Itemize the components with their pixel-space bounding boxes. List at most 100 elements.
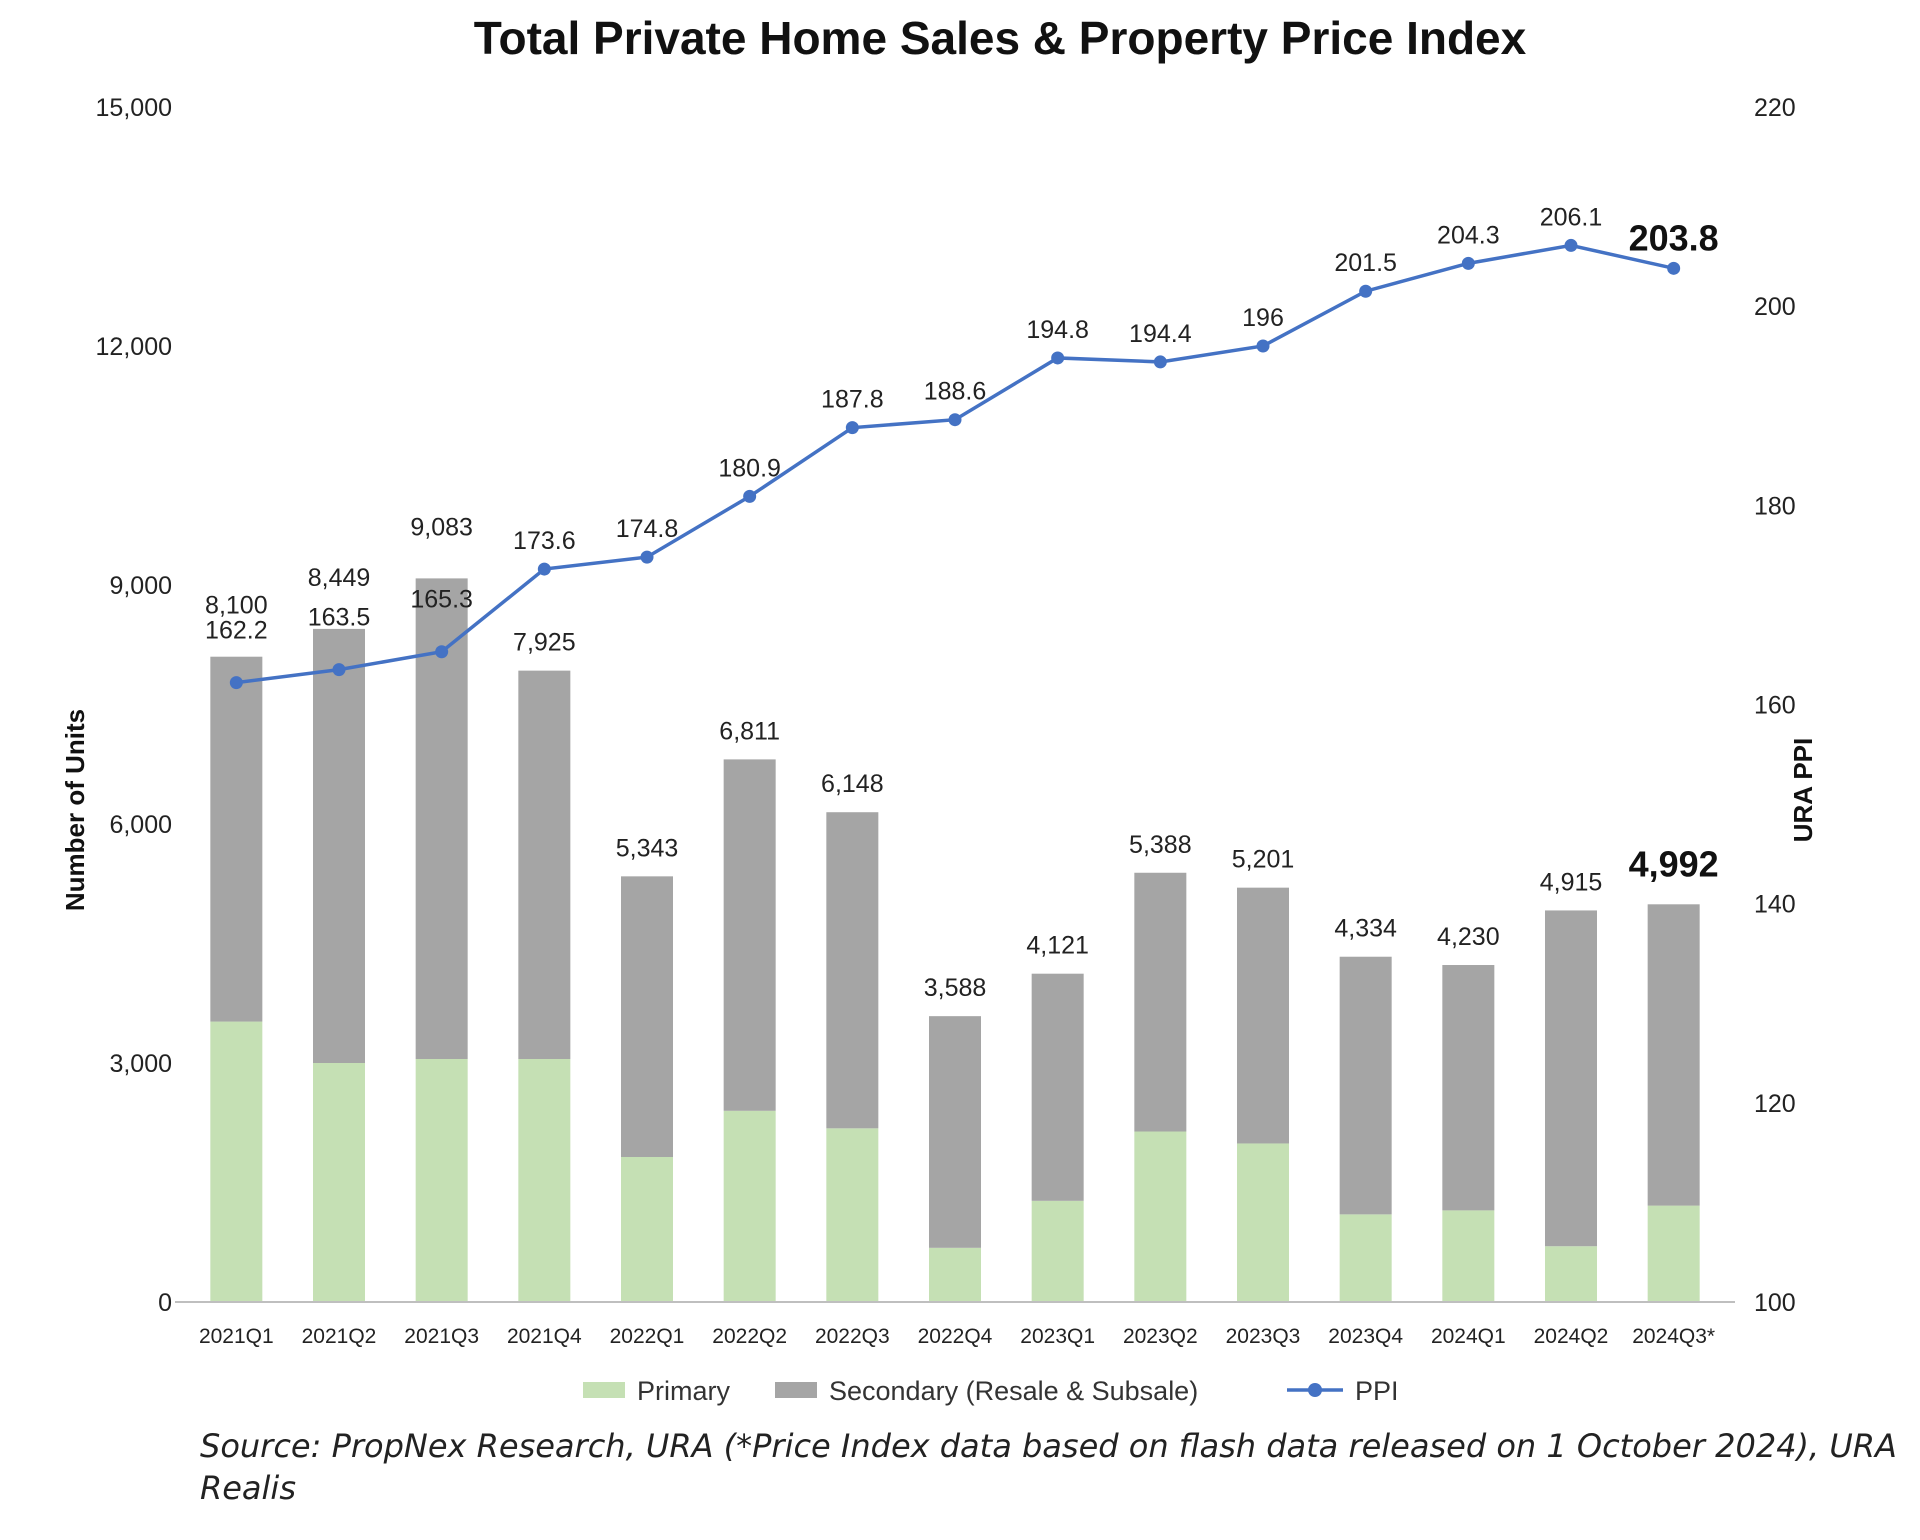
ppi-data-label: 162.2	[205, 617, 268, 645]
total-data-label: 9,083	[410, 513, 473, 541]
y-tick-label: 12,000	[96, 333, 172, 361]
category-labels: 2021Q1 2021Q2 2021Q3 2021Q4 2022Q1 2022Q2 2022…	[199, 1325, 1715, 1348]
ppi-point	[948, 413, 962, 427]
ppi-point	[640, 550, 654, 564]
secondary-bar	[826, 812, 879, 1129]
legend-label: Secondary (Resale & Subsale)	[829, 1376, 1198, 1406]
y-tick-label: 6,000	[109, 811, 172, 839]
x-tick-label: 2023Q4	[1328, 1325, 1403, 1348]
secondary-bar	[210, 656, 263, 1022]
total-data-label: 4,992	[1629, 843, 1719, 884]
primary-bar	[1339, 1214, 1392, 1302]
primary-bar	[826, 1128, 879, 1302]
y-tick-label: 0	[158, 1289, 172, 1317]
ppi-point	[435, 645, 449, 659]
primary-bar	[621, 1157, 673, 1302]
ppi-point	[1667, 261, 1681, 275]
secondary-bar	[1442, 965, 1495, 1211]
ppi-data-label: 174.8	[616, 515, 679, 543]
x-tick-label: 2024Q3*	[1632, 1325, 1715, 1348]
source-note: Source: PropNex Research, URA (*Price In…	[200, 1427, 1897, 1507]
primary-bar	[1545, 1246, 1597, 1302]
ppi-point	[743, 489, 757, 503]
primary-bar	[1237, 1143, 1289, 1302]
legend-swatch	[775, 1382, 817, 1398]
total-data-label: 7,925	[513, 629, 576, 657]
ppi-point	[537, 562, 551, 576]
right-axis-ticks: 100 120 140 160 180 200 220	[1754, 94, 1796, 1317]
chart-title: Total Private Home Sales & Property Pric…	[474, 12, 1527, 64]
total-data-label: 3,588	[924, 974, 987, 1002]
ppi-point	[1051, 351, 1065, 365]
x-tick-label: 2024Q1	[1431, 1325, 1506, 1348]
secondary-bar	[723, 759, 776, 1111]
x-tick-label: 2022Q1	[610, 1325, 685, 1348]
ppi-point	[1359, 284, 1373, 298]
x-tick-label: 2023Q3	[1226, 1325, 1301, 1348]
total-data-label: 4,334	[1334, 915, 1397, 943]
y-tick-label: 9,000	[109, 572, 172, 600]
secondary-bar	[313, 628, 365, 1063]
secondary-bar	[518, 670, 571, 1060]
total-data-label: 8,100	[205, 592, 268, 620]
x-tick-label: 2023Q2	[1123, 1325, 1198, 1348]
x-tick-label: 2021Q2	[302, 1325, 377, 1348]
total-data-label: 4,121	[1026, 932, 1089, 960]
y-tick-label: 15,000	[96, 94, 172, 122]
secondary-bar	[1134, 872, 1187, 1132]
ppi-data-label: 194.8	[1026, 316, 1089, 344]
x-tick-label: 2021Q4	[507, 1325, 582, 1348]
primary-bar	[1031, 1200, 1084, 1302]
y-axis-title: Number of Units	[60, 709, 90, 911]
ppi-point	[1153, 355, 1167, 369]
ppi-data-label: 163.5	[308, 604, 371, 632]
primary-bar	[518, 1059, 571, 1302]
ppi-data-label: 194.4	[1129, 320, 1192, 348]
secondary-bar	[929, 1016, 981, 1248]
primary-bar	[415, 1059, 468, 1302]
secondary-bar	[1339, 956, 1392, 1215]
y2-axis-title: URA PPI	[1788, 738, 1818, 843]
y2-tick-label: 180	[1754, 492, 1796, 520]
legend-swatch	[583, 1382, 625, 1398]
ppi-point	[229, 676, 243, 690]
secondary-bar	[621, 876, 673, 1158]
primary-bar	[313, 1063, 365, 1302]
legend: Primary Secondary (Resale & Subsale) PPI	[583, 1376, 1399, 1406]
ppi-data-label: 165.3	[410, 586, 473, 614]
ppi-point	[1461, 256, 1475, 270]
ppi-data-label: 201.5	[1334, 249, 1397, 277]
total-data-label: 5,343	[616, 834, 679, 862]
total-data-label: 4,230	[1437, 923, 1500, 951]
ppi-data-label: 173.6	[513, 527, 576, 555]
x-tick-label: 2023Q1	[1020, 1325, 1095, 1348]
secondary-bar	[415, 578, 468, 1060]
ppi-point	[1256, 339, 1270, 353]
ppi-data-label: 180.9	[718, 454, 781, 482]
y2-tick-label: 200	[1754, 293, 1796, 321]
ppi-data-label: 206.1	[1540, 203, 1603, 231]
primary-bar	[1647, 1205, 1700, 1302]
primary-bar	[1134, 1131, 1187, 1302]
ppi-series	[229, 238, 1681, 690]
ppi-labels: 162.2 163.5 165.3 173.6 174.8 180.9 187.8 188.6…	[205, 203, 1719, 644]
y2-tick-label: 220	[1754, 94, 1796, 122]
ppi-data-label: 203.8	[1629, 217, 1719, 258]
y2-tick-label: 100	[1754, 1289, 1796, 1317]
total-data-label: 6,811	[719, 717, 780, 745]
x-tick-label: 2022Q3	[815, 1325, 890, 1348]
total-labels: 8,100 8,449 9,083 7,925 5,343 6,811 6,148 3,588…	[205, 513, 1719, 1002]
secondary-bar	[1647, 904, 1700, 1206]
x-tick-label: 2022Q4	[918, 1325, 993, 1348]
y2-tick-label: 120	[1754, 1090, 1796, 1118]
ppi-data-label: 204.3	[1437, 221, 1500, 249]
y2-tick-label: 140	[1754, 891, 1796, 919]
primary-bar	[210, 1021, 263, 1302]
primary-bar	[929, 1247, 981, 1302]
primary-bar	[1442, 1210, 1495, 1302]
ppi-point	[1564, 238, 1578, 252]
secondary-bar	[1031, 973, 1084, 1201]
ppi-data-label: 188.6	[924, 378, 987, 406]
legend-marker	[1308, 1383, 1322, 1397]
